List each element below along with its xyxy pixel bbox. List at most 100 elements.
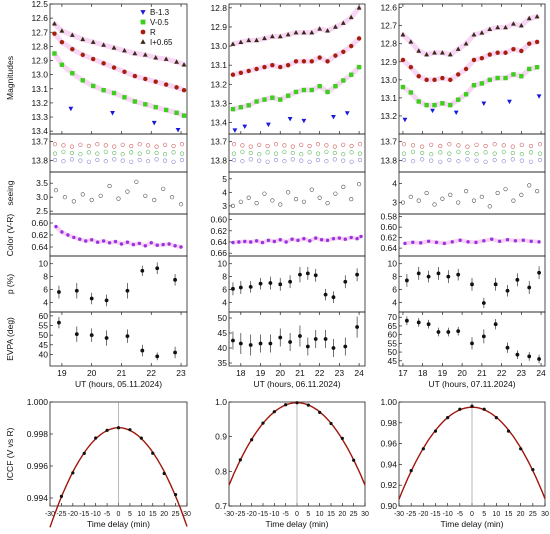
x-tick-label: -25 [56, 511, 66, 518]
seeing-point [424, 190, 429, 196]
series-B [232, 111, 350, 133]
y-tick-label: 12.9 [380, 57, 397, 67]
data-point [479, 55, 485, 61]
comparison-star-point [299, 152, 304, 157]
x-tick-label: -15 [79, 511, 89, 518]
ccf-point [173, 493, 178, 497]
seeing-point [349, 196, 354, 202]
panel-frame [398, 213, 546, 257]
color-point [84, 239, 88, 243]
panel-frame [49, 311, 188, 367]
series-R [51, 31, 187, 93]
iccf-panel: 0.7 0.8 0.9 1.0 -30 -25 -20 -15 -10 -5 0 5 10 15 20 25 3… [215, 397, 369, 529]
data-point [293, 89, 299, 95]
seeing-point [503, 187, 508, 192]
legend: B-1.3V-0.5RI+0.65 [140, 8, 173, 47]
data-point [301, 87, 307, 93]
panel-frame [228, 255, 366, 313]
color-point [237, 240, 241, 244]
series-glow [230, 5, 362, 47]
data-point [400, 57, 406, 63]
p-point [74, 288, 79, 293]
data-point [309, 87, 314, 93]
ccf-point [151, 451, 155, 455]
color-point [290, 237, 294, 241]
panel-frame [228, 171, 366, 215]
color-point [314, 236, 318, 240]
color-point [243, 239, 247, 244]
y-tick-label: 13.4 [31, 126, 48, 136]
color-point [89, 238, 94, 242]
ccf-point [162, 471, 166, 476]
comparison-star-point [95, 151, 100, 156]
data-point [163, 82, 169, 87]
comparison-star-point [447, 142, 452, 147]
comparison-star-point [510, 157, 515, 162]
y-tick-label: 8 [43, 272, 48, 282]
seeing-point [152, 197, 157, 203]
p-point [298, 272, 302, 277]
data-point [80, 52, 85, 58]
p-point [505, 288, 510, 293]
comparison-star-point [410, 159, 416, 164]
data-point [344, 111, 350, 116]
comparison-star-point [349, 159, 354, 164]
seeing-point [309, 187, 314, 192]
seeing-point [246, 195, 251, 200]
evpa-point [404, 318, 409, 323]
comparison-star-point [349, 150, 354, 155]
data-point [52, 21, 57, 26]
comparison-star-point [240, 149, 245, 154]
data-point [285, 62, 291, 68]
ccf-point [446, 416, 450, 420]
evpa-point [125, 334, 130, 339]
seeing-point [178, 202, 184, 207]
comparison-star-point [78, 142, 83, 147]
comparison-star-point [401, 151, 407, 156]
x-axis-label: UT (hours, 05.11.2024) [75, 379, 162, 389]
x-tick-label: 24 [354, 368, 364, 378]
ccf-point [59, 494, 64, 498]
ccf-point [94, 436, 98, 440]
seeing-point [89, 197, 94, 203]
ccf-point [409, 469, 413, 473]
evpa-point [456, 329, 461, 334]
y-tick-label: 60 [388, 330, 398, 340]
evpa-point [298, 334, 302, 338]
data-point [246, 68, 251, 74]
series-I [400, 13, 540, 58]
iccf-panel: 0.90 0.92 0.94 0.96 0.98 1.00 -30 -25 -20 -15 -10-… [380, 397, 549, 529]
comparison-star-point [86, 143, 91, 149]
evpa-point [57, 320, 61, 325]
y-axis-label-iccf: ICCF (V vs R) [5, 427, 15, 480]
comparison-star-point [501, 149, 506, 154]
comparison-star-point [171, 143, 176, 149]
y-tick-label: 0.64 [380, 243, 397, 253]
evpa-point [527, 354, 532, 359]
y-axis-label-magnitudes: Magnitudes [5, 56, 15, 100]
comparison-star-point [282, 159, 287, 164]
evpa-point [331, 346, 336, 350]
comparison-star-point [492, 157, 497, 163]
evpa-point [313, 337, 318, 341]
seeing-point [456, 200, 461, 205]
data-point [70, 47, 75, 52]
x-tick-label: -10 [269, 511, 279, 518]
y-tick-label: 0.94 [380, 459, 397, 469]
color-point [521, 238, 525, 242]
evpa-point [343, 344, 348, 349]
x-axis-label-lag: Time delay (min) [441, 519, 504, 529]
data-point [424, 102, 429, 108]
color-point [155, 243, 159, 247]
y-tick-label: 6 [43, 284, 48, 294]
data-point [495, 75, 500, 81]
color-point [179, 245, 183, 249]
data-point [430, 108, 435, 114]
data-point [424, 51, 430, 57]
color-panel: 0.580.600.620.64 [380, 212, 546, 257]
comparison-star-point [137, 157, 142, 163]
data-point [341, 78, 346, 83]
y-tick-label: 4 [392, 178, 397, 188]
seeing-point [238, 199, 243, 204]
